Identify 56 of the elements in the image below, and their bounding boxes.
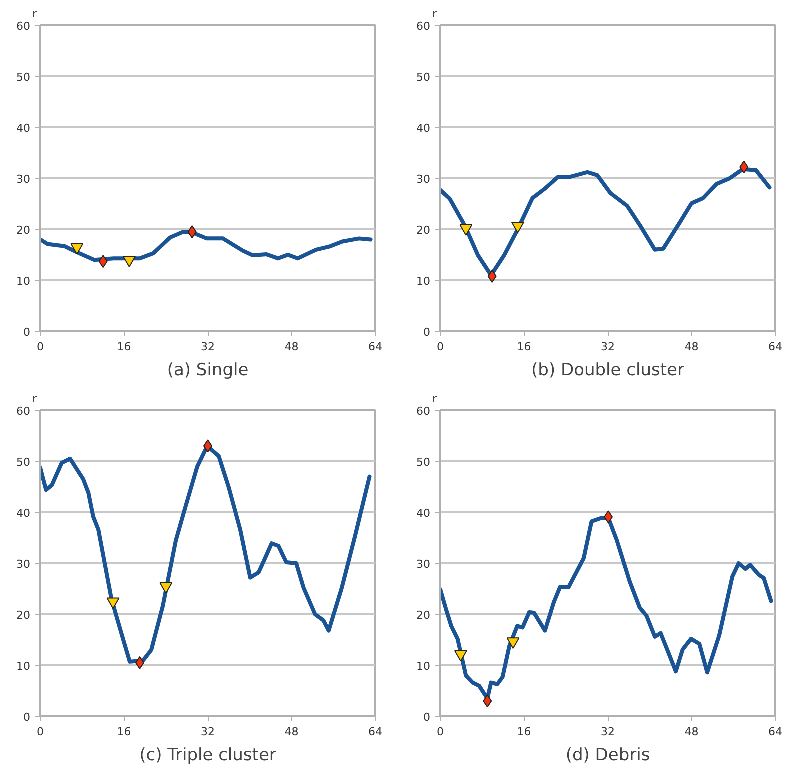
y-tick-label: 40 (16, 507, 31, 520)
text: (b) Double cluster (532, 360, 684, 380)
y-tick-label: 60 (16, 405, 31, 418)
y-tick-label: 60 (416, 20, 431, 33)
y-axis-title: r (432, 8, 438, 20)
x-tick-label: 48 (284, 340, 299, 354)
x-tick-label: 16 (117, 340, 132, 354)
x-tick-label: 64 (768, 340, 782, 354)
x-tick-label: 16 (117, 726, 132, 738)
x-tick-label: 0 (437, 340, 444, 354)
y-tick-label: 10 (416, 275, 431, 288)
x-tick-label: 64 (368, 340, 382, 354)
y-tick-label: 0 (24, 326, 30, 339)
y-axis-title: r (32, 392, 38, 406)
y-tick-label: 20 (16, 609, 31, 622)
x-tick-label: 16 (517, 726, 532, 738)
x-tick-label: 48 (684, 726, 699, 738)
y-axis-title: r (432, 392, 438, 406)
x-tick-label: 48 (284, 726, 299, 738)
x-tick-label: 64 (368, 726, 382, 738)
y-tick-label: 30 (16, 558, 31, 571)
text: (c) Triple cluster (140, 746, 276, 766)
y-tick-label: 40 (16, 122, 31, 135)
y-tick-label: 30 (416, 558, 431, 571)
x-tick-label: 48 (684, 340, 699, 354)
y-tick-label: 50 (416, 71, 431, 84)
text: (d) Debris (566, 746, 650, 766)
x-tick-label: 32 (201, 340, 215, 354)
y-tick-label: 0 (424, 326, 430, 339)
y-tick-label: 0 (24, 711, 30, 724)
y-tick-label: 10 (16, 660, 31, 673)
y-tick-label: 40 (416, 507, 431, 520)
x-tick-label: 32 (201, 726, 215, 738)
text: (a) Single (167, 360, 249, 380)
y-tick-label: 0 (424, 711, 430, 724)
x-tick-label: 32 (601, 340, 615, 354)
y-tick-label: 10 (416, 660, 431, 673)
y-tick-label: 30 (416, 173, 431, 186)
x-tick-label: 0 (37, 340, 44, 354)
y-tick-label: 20 (416, 224, 431, 237)
y-tick-label: 50 (16, 71, 31, 84)
x-tick-label: 16 (517, 340, 532, 354)
y-tick-label: 20 (16, 224, 31, 237)
y-tick-label: 60 (416, 405, 431, 418)
x-tick-label: 0 (37, 726, 44, 738)
y-tick-label: 30 (16, 173, 31, 186)
y-tick-label: 40 (416, 122, 431, 135)
y-tick-label: 60 (16, 20, 31, 33)
x-tick-label: 0 (437, 726, 444, 738)
y-tick-label: 50 (16, 456, 31, 469)
y-axis-title: r (32, 8, 38, 20)
y-tick-label: 20 (416, 609, 431, 622)
y-tick-label: 50 (416, 456, 431, 469)
x-tick-label: 64 (768, 726, 782, 738)
y-tick-label: 10 (16, 275, 31, 288)
x-tick-label: 32 (601, 726, 615, 738)
